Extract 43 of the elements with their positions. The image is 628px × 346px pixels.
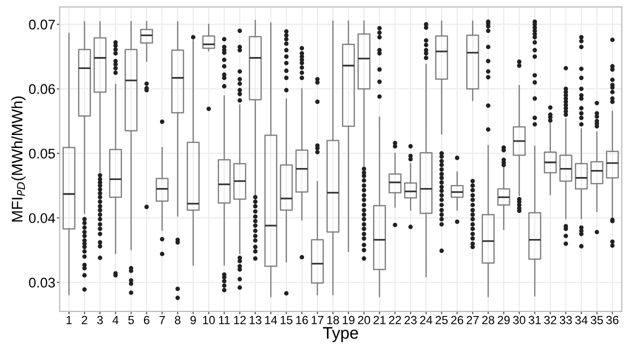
y-tick-label: 0.06 — [29, 84, 55, 94]
x-tick-label: 2 — [82, 316, 88, 324]
x-tick-label: 35 — [590, 316, 603, 324]
x-tick-label: 12 — [234, 316, 246, 324]
x-tick-label: 25 — [436, 316, 448, 324]
x-tick-label: 36 — [606, 316, 618, 324]
x-tick-label: 1 — [66, 316, 72, 324]
x-tick-label: 9 — [190, 316, 196, 324]
x-tick-label: 23 — [404, 316, 417, 324]
x-tick-label: 19 — [342, 316, 354, 324]
x-tick-label: 10 — [203, 316, 215, 324]
x-tick-label: 30 — [513, 316, 526, 324]
x-tick-label: 21 — [374, 316, 386, 324]
x-tick-label: 15 — [280, 316, 292, 324]
x-tick-label: 16 — [296, 316, 308, 324]
x-tick-label: 31 — [528, 316, 541, 324]
y-tick-label: 0.04 — [29, 213, 56, 224]
x-tick-label: 33 — [560, 316, 572, 324]
x-tick-label: 20 — [358, 316, 370, 324]
x-tick-label: 4 — [112, 316, 118, 324]
x-tick-label: 22 — [389, 316, 402, 324]
x-tick-label: 26 — [451, 316, 464, 324]
x-tick-label: 5 — [128, 316, 134, 324]
x-tick-label: 34 — [575, 316, 588, 324]
x-tick-label: 3 — [97, 316, 103, 324]
y-tick-label: 0.07 — [29, 20, 55, 30]
x-tick-label: 13 — [250, 316, 262, 324]
x-tick-label: 24 — [420, 316, 432, 324]
x-tick-label: 29 — [498, 316, 510, 324]
x-axis-title: Type — [323, 327, 358, 342]
x-tick-label: 32 — [544, 316, 556, 324]
x-tick-label: 6 — [144, 316, 150, 324]
y-tick-label: 0.05 — [29, 148, 55, 159]
x-tick-label: 28 — [482, 316, 494, 324]
x-tick-label: 27 — [466, 316, 479, 324]
x-tick-label: 11 — [219, 316, 230, 324]
x-tick-label: 7 — [159, 316, 165, 324]
x-tick-label: 17 — [312, 316, 324, 324]
x-tick-label: 8 — [174, 316, 180, 324]
y-tick-label: 0.03 — [29, 278, 55, 288]
x-tick-label: 14 — [265, 316, 278, 324]
x-tick-label: 18 — [327, 316, 339, 324]
y-axis-title: MFI$_{PD}$(MWh/MWh) — [11, 96, 26, 222]
